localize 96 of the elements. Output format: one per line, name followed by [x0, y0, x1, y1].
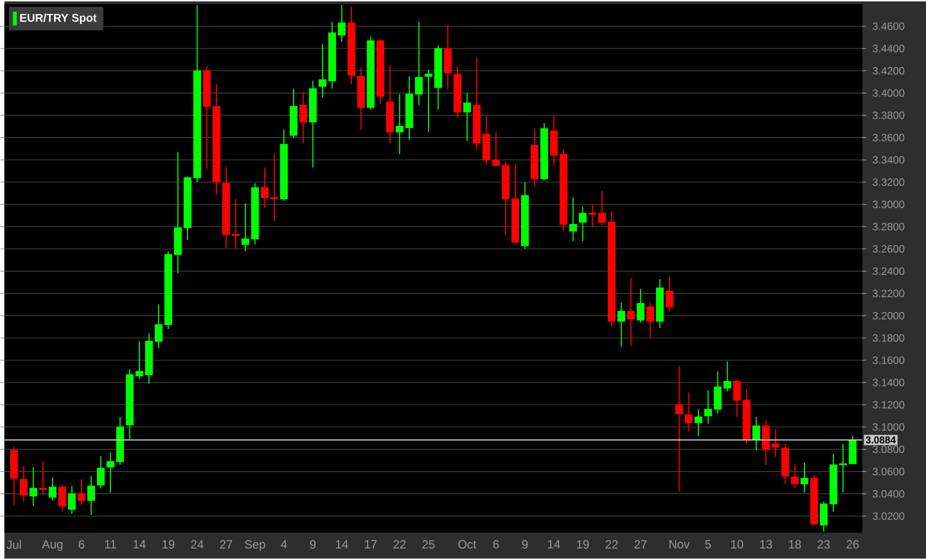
candlestick	[752, 416, 760, 452]
y-tick-label: 3.3000	[872, 200, 904, 208]
candlestick	[848, 436, 857, 464]
candlestick	[232, 198, 240, 250]
x-tick-label: 10	[731, 540, 744, 549]
y-tick-label: 3.0200	[872, 512, 904, 520]
candlestick	[396, 94, 404, 155]
candlestick	[666, 276, 674, 312]
x-tick-label: 9	[522, 540, 528, 549]
y-tick-label: 3.0600	[872, 468, 904, 476]
candlestick	[154, 304, 162, 349]
x-tick-label: 25	[422, 540, 435, 549]
y-tick-label: 3.1400	[872, 378, 904, 386]
y-tick-label: 3.2200	[872, 290, 904, 298]
x-tick-label: Nov	[670, 540, 690, 549]
candlestick	[839, 443, 847, 494]
candlestick	[492, 132, 500, 168]
x-tick-label: 19	[162, 540, 174, 549]
x-tick-label: 14	[336, 540, 348, 549]
x-tick-label: 19	[577, 540, 589, 549]
candlestick	[733, 378, 741, 418]
y-tick-label: 3.1600	[872, 356, 904, 364]
candlestick	[58, 484, 66, 512]
x-tick-label: 22	[394, 540, 406, 549]
y-tick-label: 3.4400	[872, 44, 904, 52]
x-tick-label: 9	[310, 540, 316, 549]
candlestick	[39, 461, 47, 496]
candlestick	[675, 365, 684, 492]
y-tick-label: 3.3200	[872, 178, 904, 186]
x-tick-label: 14	[548, 540, 560, 549]
x-tick-label: 11	[105, 540, 116, 549]
legend-label: EUR/TRY Spot	[20, 14, 97, 24]
candlestick	[694, 408, 702, 437]
candlestick	[463, 92, 471, 142]
y-tick-label: 3.4000	[872, 89, 904, 97]
x-tick-label: 17	[364, 540, 377, 549]
y-tick-label: 3.1000	[872, 423, 904, 431]
candlestick	[569, 197, 577, 242]
x-tick-label: 6	[78, 540, 84, 549]
candlestick	[820, 501, 828, 532]
candlestick	[48, 476, 56, 502]
candlestick	[578, 206, 587, 242]
y-tick-label: 3.3600	[872, 134, 904, 142]
y-tick-label: 3.2600	[872, 245, 904, 253]
y-tick-label: 3.1200	[872, 401, 904, 409]
x-tick-label: 4	[280, 540, 287, 549]
y-tick-label: 3.2000	[872, 312, 904, 320]
y-tick-label: 3.1800	[872, 334, 904, 342]
x-tick-label: Oct	[458, 540, 476, 549]
x-tick-label: 26	[846, 540, 859, 549]
x-tick-label: 27	[634, 540, 647, 549]
ref-line-label: 3.0884	[866, 436, 896, 444]
candlestick	[135, 340, 144, 380]
candlestick	[704, 390, 712, 424]
candlestick	[800, 462, 808, 494]
candlestick	[78, 478, 86, 506]
x-tick-label: 14	[134, 540, 146, 549]
candlestick	[415, 21, 423, 106]
x-tick-label: Sep	[244, 540, 266, 552]
candlestick	[20, 466, 28, 502]
y-tick-label: 3.0800	[872, 446, 904, 454]
x-tick-label: 13	[760, 540, 772, 549]
x-tick-label: Jul	[6, 540, 21, 550]
candlestick	[318, 44, 326, 98]
y-tick-label: 3.3800	[872, 112, 904, 120]
x-tick-label: Aug	[42, 540, 62, 551]
x-tick-label: 27	[220, 540, 232, 549]
x-tick-label: 18	[789, 540, 801, 549]
x-tick-label: 24	[191, 540, 204, 549]
x-tick-label: 6	[493, 540, 499, 549]
candlestick	[242, 202, 250, 252]
candlestick	[723, 360, 732, 392]
candlestick	[260, 167, 269, 208]
y-tick-label: 3.4200	[872, 67, 904, 75]
candlestick	[29, 466, 38, 507]
candlestick	[96, 456, 105, 489]
y-tick-label: 3.2400	[872, 268, 904, 276]
candlestick	[684, 392, 693, 432]
candlestick	[68, 486, 76, 515]
y-tick-label: 3.4600	[872, 22, 904, 30]
x-tick-label: 23	[818, 540, 830, 549]
candlestick	[299, 92, 308, 144]
candlestick	[790, 463, 799, 489]
candlestick	[714, 370, 722, 414]
x-tick-label: 5	[705, 540, 711, 549]
candlestick	[338, 4, 346, 43]
candlestick	[424, 69, 432, 133]
y-tick-label: 3.2800	[872, 223, 904, 231]
candlestick	[646, 302, 654, 339]
x-tick-label: 22	[606, 540, 618, 549]
candlestick	[87, 476, 96, 516]
candlestick	[617, 302, 626, 348]
y-tick-label: 3.3400	[872, 156, 904, 164]
candlestick	[627, 277, 635, 346]
y-tick-label: 3.0400	[872, 490, 904, 498]
candlestick	[636, 288, 644, 324]
